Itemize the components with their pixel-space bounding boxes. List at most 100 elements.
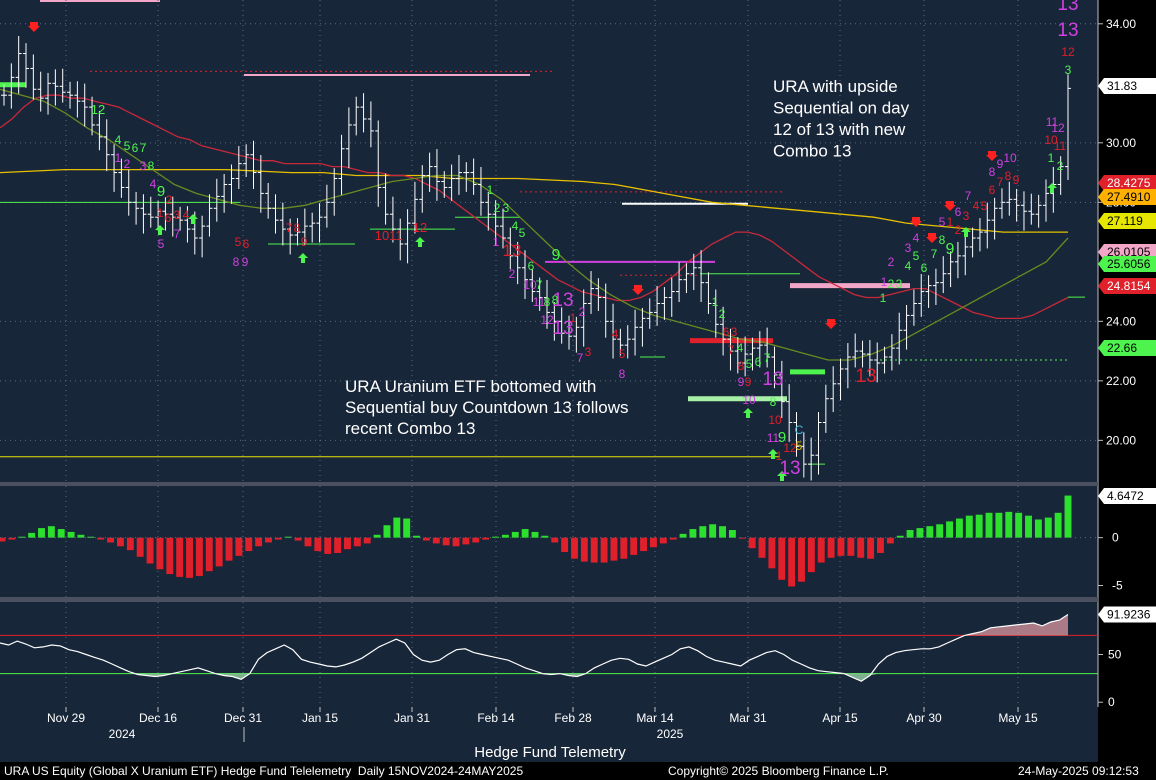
price-panel-bg xyxy=(0,0,1098,482)
ohlc-bar xyxy=(235,146,242,189)
td-count-label: 2 xyxy=(888,277,895,291)
td-count-label: 7 xyxy=(174,227,181,241)
ohlc-bar xyxy=(991,197,998,240)
ohlc-bar xyxy=(705,272,712,314)
td-count-label: 9 xyxy=(301,235,308,249)
macd-bar xyxy=(965,515,973,538)
td-count-label: 3 xyxy=(585,345,592,359)
macd-bar xyxy=(284,536,292,538)
ohlc-bar xyxy=(646,298,653,329)
ohlc-bar xyxy=(272,194,279,234)
macd-bar xyxy=(936,524,944,538)
rsi-tick-label: 0 xyxy=(1108,695,1115,709)
ohlc-bar xyxy=(984,202,991,249)
ohlc-bar xyxy=(793,412,800,457)
ohlc-bar xyxy=(536,277,543,311)
td-count-label: 11 xyxy=(767,431,780,445)
ohlc-bar xyxy=(756,331,763,368)
x-tick-label: Feb 14 xyxy=(477,711,515,725)
ohlc-bar xyxy=(316,203,323,243)
td-count-label: 9 xyxy=(242,255,249,269)
ohlc-bar xyxy=(830,366,837,413)
td-count-label: 2 xyxy=(579,305,586,319)
macd-bar xyxy=(561,537,569,553)
x-year-label: 2024 xyxy=(109,727,136,741)
price-tag-label: 26.0105 xyxy=(1107,245,1151,259)
ohlc-bar xyxy=(411,181,418,234)
macd-bar xyxy=(403,518,411,538)
ohlc-bar xyxy=(888,334,895,371)
ohlc-bar xyxy=(441,171,448,198)
td-count-label: 13 xyxy=(1057,0,1078,15)
macd-bar xyxy=(1044,517,1052,538)
macd-bar xyxy=(363,537,371,544)
price-tag-label: 24.8154 xyxy=(1107,279,1151,293)
macd-bar xyxy=(314,537,322,552)
ohlc-bar xyxy=(786,384,793,442)
sell-arrow-icon xyxy=(986,151,998,161)
td-count-label: 1 xyxy=(880,291,887,305)
price-tick-label: 30.00 xyxy=(1106,136,1136,150)
td-count-label: 11 xyxy=(389,228,403,243)
ohlc-bar xyxy=(294,218,301,246)
ohlc-bar xyxy=(184,206,191,243)
ohlc-bar xyxy=(147,196,154,228)
ohlc-bar xyxy=(206,194,213,237)
ohlc-bar xyxy=(228,164,235,204)
ohlc-bar xyxy=(448,164,455,201)
x-tick-label: Mar 14 xyxy=(636,711,674,725)
ohlc-bar xyxy=(962,229,969,276)
td-count-label: 9 xyxy=(738,375,745,389)
macd-bar xyxy=(719,526,726,538)
macd-bar xyxy=(630,537,638,555)
macd-bar xyxy=(551,537,559,543)
td-count-label: 1 xyxy=(947,215,954,229)
ohlc-bar xyxy=(323,184,330,228)
ohlc-bar xyxy=(529,269,536,302)
price-tick-label: 22.00 xyxy=(1106,374,1136,388)
buy-arrow-icon xyxy=(743,408,753,418)
ohlc-bar xyxy=(551,301,558,341)
ohlc-bar xyxy=(837,358,844,401)
td-count-label: 8 xyxy=(939,233,946,247)
x-tick-label: Dec 31 xyxy=(224,711,262,725)
ohlc-bar xyxy=(1013,188,1020,222)
panel-divider xyxy=(0,482,1098,486)
rsi-panel-bg xyxy=(0,602,1098,707)
ohlc-bar xyxy=(954,241,961,279)
td-count-label: 8 xyxy=(148,159,155,173)
macd-tick-label: -5 xyxy=(1112,579,1123,593)
td-count-label: 2 xyxy=(124,157,131,171)
ohlc-bar xyxy=(67,81,74,109)
macd-bar xyxy=(511,531,519,538)
ohlc-bar xyxy=(976,218,983,252)
macd-bar xyxy=(758,537,766,558)
macd-bar xyxy=(778,537,786,580)
ohlc-bar xyxy=(309,212,316,243)
macd-bar xyxy=(590,537,598,563)
td-count-label: 7 xyxy=(577,351,584,365)
td-count-label: 3 xyxy=(140,159,147,173)
ohlc-bar xyxy=(1057,156,1064,195)
macd-bar xyxy=(38,528,45,538)
td-count-label: 8 xyxy=(770,395,777,409)
ohlc-bar xyxy=(1065,74,1071,181)
td-count-label: 8 xyxy=(738,359,745,373)
ohlc-bar xyxy=(654,285,661,326)
ohlc-bar xyxy=(896,312,903,365)
macd-bar xyxy=(531,531,539,538)
macd-bar xyxy=(274,537,282,540)
td-count-label: 12 xyxy=(1051,121,1065,135)
ohlc-bar xyxy=(477,166,484,216)
td-count-label: 7 xyxy=(931,247,938,261)
ohlc-bar xyxy=(661,287,668,320)
ohlc-bar xyxy=(492,200,499,246)
ohlc-bar xyxy=(800,432,807,478)
ohlc-bar xyxy=(580,289,587,347)
ohlc-bar xyxy=(683,263,690,294)
sell-arrow-icon xyxy=(825,319,837,329)
macd-bar xyxy=(472,537,480,543)
macd-bar xyxy=(304,537,312,547)
x-tick-label: Apr 30 xyxy=(906,711,942,725)
